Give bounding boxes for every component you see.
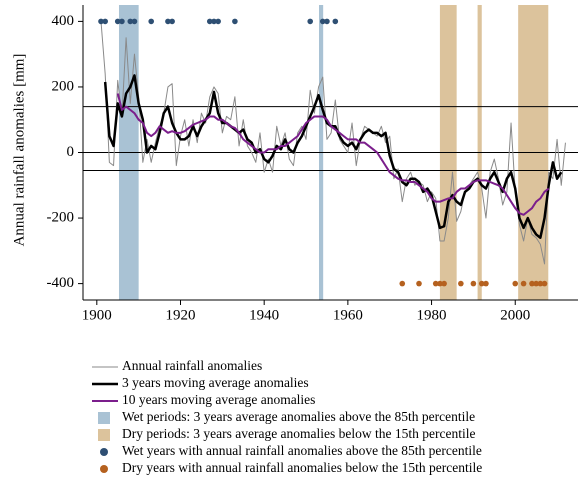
- series-line: [100, 21, 566, 265]
- y-tick-label: 0: [67, 144, 75, 160]
- year-marker: [458, 280, 464, 287]
- legend-dot: [100, 465, 108, 473]
- y-tick-label: -200: [47, 209, 75, 225]
- year-marker: [483, 280, 489, 287]
- x-tick-label: 1920: [165, 307, 195, 323]
- year-marker: [215, 18, 221, 25]
- y-tick-label: 400: [52, 13, 75, 29]
- legend-label: Wet years with annual rainfall anomalies…: [122, 443, 482, 458]
- year-marker: [399, 280, 406, 287]
- series-line: [103, 74, 563, 239]
- legend-dot: [100, 448, 108, 456]
- year-marker: [206, 18, 213, 25]
- year-marker: [432, 280, 439, 287]
- year-marker: [437, 280, 443, 287]
- year-marker: [98, 18, 104, 25]
- year-marker: [119, 18, 125, 25]
- legend-label: Annual rainfall anomalies: [122, 358, 262, 373]
- y-tick-label: 200: [52, 78, 75, 94]
- year-marker: [102, 18, 108, 25]
- year-marker: [541, 280, 548, 287]
- year-marker: [114, 18, 121, 25]
- series-line: [116, 93, 550, 216]
- x-tick-label: 1960: [333, 307, 363, 323]
- year-marker: [478, 280, 485, 287]
- legend-label: Wet periods: 3 years average anomalies a…: [122, 409, 475, 424]
- x-tick-label: 1940: [249, 307, 279, 323]
- year-marker: [441, 280, 447, 287]
- y-axis-label: Annual rainfall anomalies [mm]: [11, 54, 27, 247]
- year-marker: [232, 18, 238, 25]
- year-marker: [416, 280, 422, 287]
- year-marker: [520, 280, 527, 287]
- year-marker: [127, 18, 134, 25]
- x-tick-label: 1900: [82, 307, 112, 323]
- legend-label: Dry periods: 3 years average anomalies b…: [122, 426, 476, 441]
- year-marker: [332, 18, 339, 25]
- legend-label: 10 years moving average anomalies: [122, 392, 315, 407]
- x-tick-label: 1980: [417, 307, 447, 323]
- year-marker: [211, 18, 217, 25]
- year-marker: [165, 18, 171, 25]
- year-marker: [131, 18, 138, 25]
- year-marker: [470, 280, 477, 287]
- year-marker: [324, 18, 330, 25]
- year-marker: [148, 18, 155, 25]
- year-marker: [169, 18, 175, 25]
- year-marker: [512, 280, 519, 287]
- legend-label: Dry years with annual rainfall anomalies…: [122, 460, 482, 475]
- year-marker: [529, 280, 535, 287]
- x-tick-label: 2000: [500, 307, 530, 323]
- year-marker: [319, 18, 326, 25]
- legend-label: 3 years moving average anomalies: [122, 375, 309, 390]
- y-tick-label: -400: [47, 275, 75, 291]
- year-marker: [533, 280, 539, 287]
- legend-swatch: [98, 429, 110, 441]
- legend-swatch: [98, 412, 110, 424]
- year-marker: [307, 18, 314, 25]
- year-marker: [537, 280, 544, 287]
